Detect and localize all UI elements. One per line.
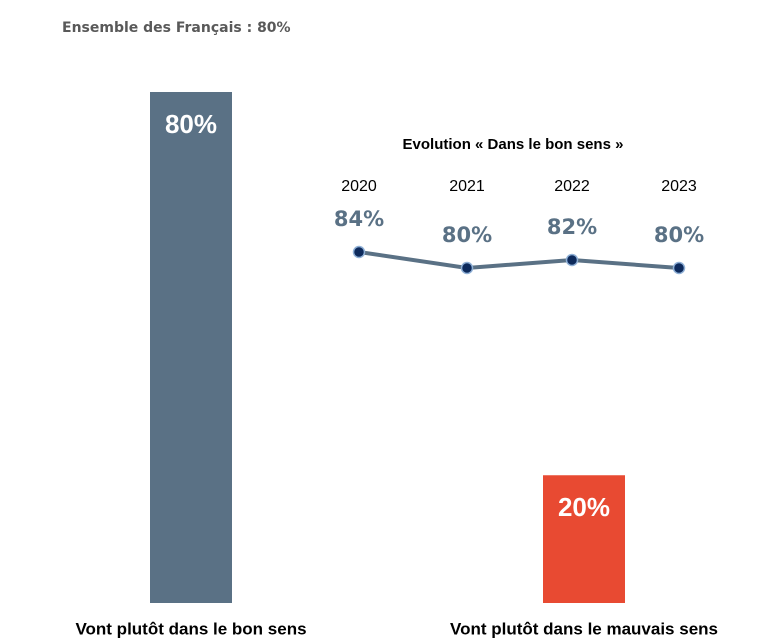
chart-title: Ensemble des Français : 80%	[62, 20, 291, 36]
bar-value-label: 80%	[165, 109, 217, 139]
point-value-label: 80%	[654, 223, 704, 247]
x-tick-label: Vont plutôt dans le bon sens	[75, 619, 306, 638]
point-value-label: 82%	[547, 215, 597, 239]
x-tick-label: 2023	[661, 178, 697, 195]
line	[358, 250, 680, 271]
x-tick-label: 2021	[449, 178, 485, 195]
marker	[460, 261, 474, 275]
marker	[672, 261, 686, 275]
bar-value-label: 20%	[558, 492, 610, 522]
point-value-label: 84%	[334, 207, 384, 231]
x-tick-label: Vont plutôt dans le mauvais sens	[450, 619, 718, 638]
x-tick-label: 2022	[554, 178, 590, 195]
bar	[150, 92, 232, 603]
point-value-label: 80%	[442, 223, 492, 247]
inset-title: Evolution « Dans le bon sens »	[403, 136, 624, 153]
x-tick-label: 2020	[341, 178, 377, 195]
bar	[543, 475, 625, 603]
marker	[565, 253, 579, 267]
marker	[352, 245, 366, 259]
